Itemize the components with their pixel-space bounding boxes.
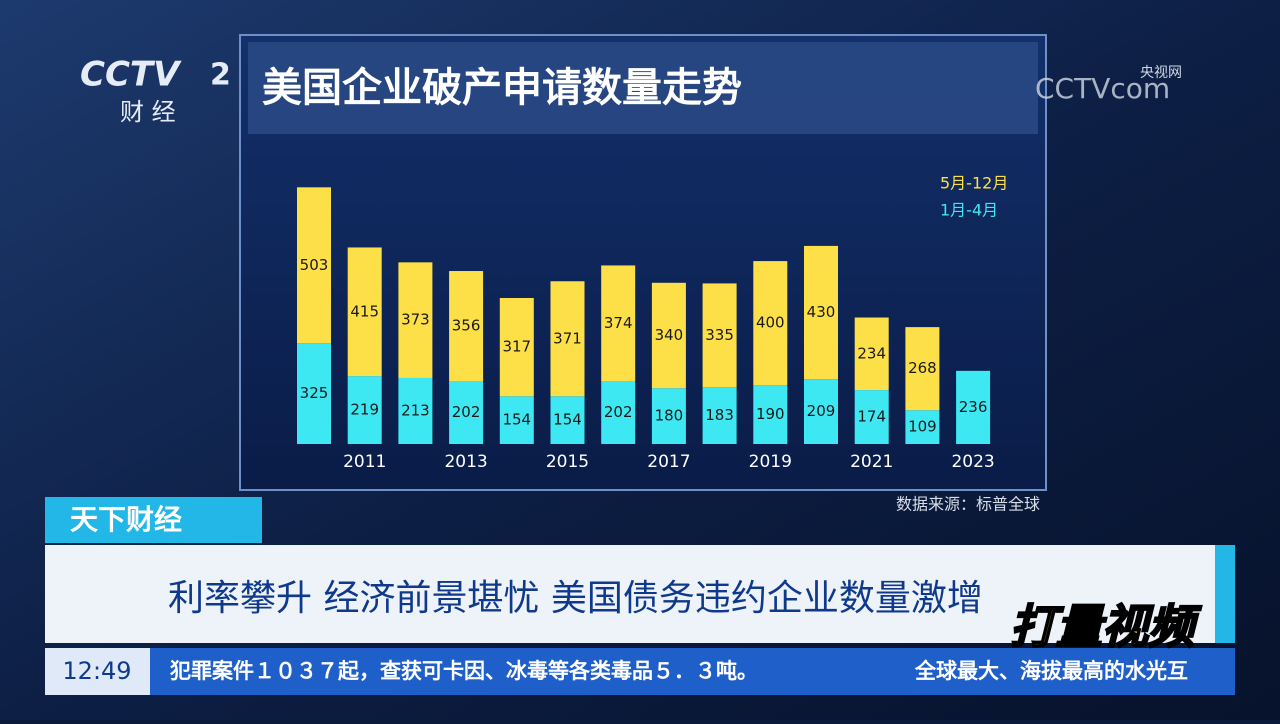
x-tick-label: 2017 bbox=[647, 452, 690, 472]
bar-segment bbox=[601, 265, 636, 382]
clock-box bbox=[45, 648, 150, 695]
value-label: 219 bbox=[350, 401, 379, 419]
bar-segment bbox=[601, 381, 636, 444]
value-label: 335 bbox=[705, 326, 734, 344]
value-label: 325 bbox=[300, 384, 329, 402]
watermark: 打量视频 bbox=[1010, 600, 1202, 654]
x-tick-label: 2019 bbox=[749, 452, 792, 472]
value-label: 503 bbox=[300, 256, 329, 274]
bar-segment bbox=[499, 297, 534, 397]
bar-segment bbox=[854, 390, 889, 444]
bar-segment bbox=[753, 261, 788, 386]
value-label: 154 bbox=[553, 411, 582, 429]
bar-segment bbox=[956, 370, 991, 444]
bar-segment bbox=[804, 245, 838, 380]
legend-entry: 1月-4月 bbox=[940, 201, 998, 220]
value-label: 400 bbox=[756, 314, 785, 332]
bar-segment bbox=[651, 282, 686, 389]
value-label: 236 bbox=[959, 398, 988, 416]
bar-segment bbox=[702, 283, 737, 388]
logo-channel: 2 bbox=[210, 58, 231, 93]
legend-entry: 5月-12月 bbox=[940, 174, 1008, 193]
bar-segment bbox=[905, 410, 940, 444]
bar-segment bbox=[905, 327, 940, 411]
ticker-next: 全球最大、海拔最高的水光互 bbox=[914, 659, 1188, 683]
value-label: 340 bbox=[655, 326, 684, 344]
ticker: 犯罪案件１０３７起，查获可卡因、冰毒等各类毒品５．３吨。 bbox=[169, 659, 758, 683]
source: 数据来源：标普全球 bbox=[896, 495, 1040, 514]
value-label: 190 bbox=[756, 405, 785, 423]
bar-segment bbox=[398, 262, 433, 378]
value-label: 374 bbox=[604, 314, 633, 332]
bar-segment bbox=[297, 187, 331, 344]
title-bar bbox=[248, 42, 1038, 134]
bar-segment bbox=[550, 281, 585, 397]
clock: 12:49 bbox=[62, 657, 131, 685]
value-label: 180 bbox=[655, 407, 684, 425]
bar-segment bbox=[499, 396, 534, 444]
program: 天下财经 bbox=[70, 503, 182, 536]
value-label: 183 bbox=[705, 406, 734, 424]
headline: 利率攀升 经济前景堪忧 美国债务违约企业数量激增 bbox=[168, 578, 983, 619]
bar-segment bbox=[297, 343, 331, 444]
bar-segment bbox=[854, 317, 889, 391]
logo-brand-right: CCTVcom bbox=[1035, 72, 1170, 105]
program-tab bbox=[45, 497, 262, 543]
value-label: 317 bbox=[502, 338, 531, 356]
bar-segment bbox=[398, 377, 433, 444]
logo-brand: CCTV bbox=[80, 55, 182, 95]
chart-title: 美国企业破产申请数量走势 bbox=[262, 65, 742, 111]
value-label: 430 bbox=[807, 303, 836, 321]
bar-segment bbox=[753, 385, 788, 444]
x-tick-label: 2013 bbox=[444, 452, 487, 472]
bar-segment bbox=[449, 271, 484, 382]
value-label: 174 bbox=[857, 408, 886, 426]
value-label: 415 bbox=[350, 302, 379, 320]
logo-name: 财 经 bbox=[120, 98, 176, 126]
x-tick-label: 2023 bbox=[951, 452, 994, 472]
bar-segment bbox=[449, 381, 484, 444]
headline-box bbox=[45, 545, 1235, 643]
bar-segment bbox=[804, 379, 838, 444]
value-label: 356 bbox=[452, 317, 481, 335]
value-label: 109 bbox=[908, 418, 937, 436]
value-label: 202 bbox=[452, 403, 481, 421]
value-label: 202 bbox=[604, 403, 633, 421]
ticker-bar bbox=[150, 648, 1235, 695]
value-label: 213 bbox=[401, 401, 430, 419]
bar-segment bbox=[651, 388, 686, 444]
bar-segment bbox=[702, 387, 737, 444]
value-label: 154 bbox=[502, 411, 531, 429]
value-label: 234 bbox=[857, 344, 886, 362]
value-label: 268 bbox=[908, 359, 937, 377]
logo-site: 央视网 bbox=[1140, 65, 1182, 81]
x-tick-label: 2011 bbox=[343, 452, 386, 472]
value-label: 373 bbox=[401, 311, 430, 329]
value-label: 209 bbox=[807, 402, 836, 420]
bar-segment bbox=[550, 396, 585, 444]
value-label: 371 bbox=[553, 329, 582, 347]
x-tick-label: 2015 bbox=[546, 452, 589, 472]
x-tick-label: 2021 bbox=[850, 452, 893, 472]
bar-segment bbox=[347, 247, 382, 377]
bar-segment bbox=[347, 376, 382, 444]
headline-accent bbox=[1215, 545, 1235, 643]
